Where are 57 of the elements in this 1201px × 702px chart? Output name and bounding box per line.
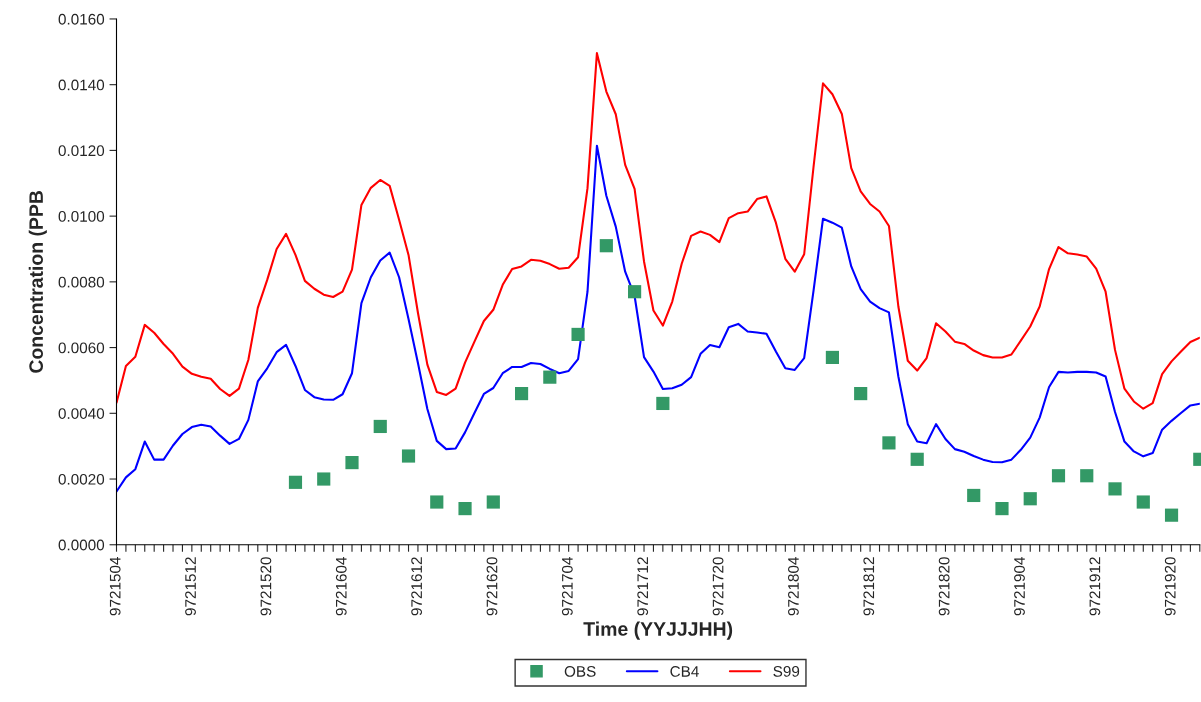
- point: [1164, 508, 1179, 522]
- point: [458, 502, 472, 516]
- point: [373, 419, 387, 434]
- x-tick-label: 9721512: [185, 557, 196, 616]
- point: [854, 387, 868, 401]
- legend-label: OBS: [564, 665, 596, 677]
- y-tick-label: 0.0020: [58, 473, 105, 485]
- x-tick-label: 9721504: [109, 557, 121, 616]
- y-tick-label: 0.0080: [58, 276, 105, 288]
- point: [995, 502, 1009, 516]
- point: [1080, 469, 1094, 483]
- point: [628, 285, 642, 299]
- point: [543, 370, 557, 384]
- point: [345, 456, 359, 470]
- x-tick-label: 9721820: [938, 557, 950, 616]
- x-tick-label: 9721712: [637, 557, 649, 616]
- point: [1108, 482, 1122, 496]
- point: [1136, 495, 1150, 509]
- x-tick-label: 9721812: [863, 557, 875, 616]
- x-tick-label: 9721720: [712, 557, 724, 616]
- x-tick-label: 9721804: [788, 557, 799, 616]
- x-tick-label: 9721612: [411, 557, 423, 616]
- point: [514, 387, 529, 401]
- point: [825, 350, 840, 365]
- x-tick-label: 9721604: [335, 557, 347, 616]
- x-tick-label: 9721704: [561, 557, 573, 616]
- point: [486, 495, 500, 509]
- point: [1023, 492, 1037, 506]
- y-tick-label: 0.0060: [58, 342, 105, 354]
- y-tick-label: 0.0040: [58, 408, 105, 419]
- point: [599, 239, 613, 253]
- point: [288, 475, 303, 489]
- y-tick-label: 0.0000: [58, 539, 105, 551]
- y-tick-label: 0.0140: [58, 79, 105, 91]
- legend-label: S99: [773, 665, 800, 677]
- line-series: [116, 144, 1200, 493]
- x-tick-label: 9721520: [260, 557, 272, 616]
- point: [656, 396, 670, 411]
- point: [430, 495, 444, 509]
- y-axis-title: Concentration (PPB: [28, 190, 47, 373]
- x-tick-label: 9721912: [1089, 557, 1101, 616]
- y-tick-label: 0.0120: [58, 145, 105, 157]
- x-axis-title: Time (YYJJJHH): [583, 621, 733, 640]
- point: [571, 327, 585, 342]
- point: [1051, 469, 1066, 483]
- point: [882, 436, 896, 450]
- y-tick-label: 0.0100: [58, 211, 105, 222]
- x-tick-label: 9721904: [1014, 557, 1025, 616]
- x-tick-label: 9721620: [486, 557, 498, 616]
- point: [910, 452, 924, 466]
- y-tick-label: 0.0160: [58, 13, 105, 25]
- point: [401, 449, 416, 463]
- legend-label: CB4: [670, 665, 699, 677]
- line-series: [116, 52, 1200, 410]
- point: [967, 488, 981, 503]
- point: [317, 472, 331, 486]
- x-tick-label: 9721920: [1164, 557, 1176, 616]
